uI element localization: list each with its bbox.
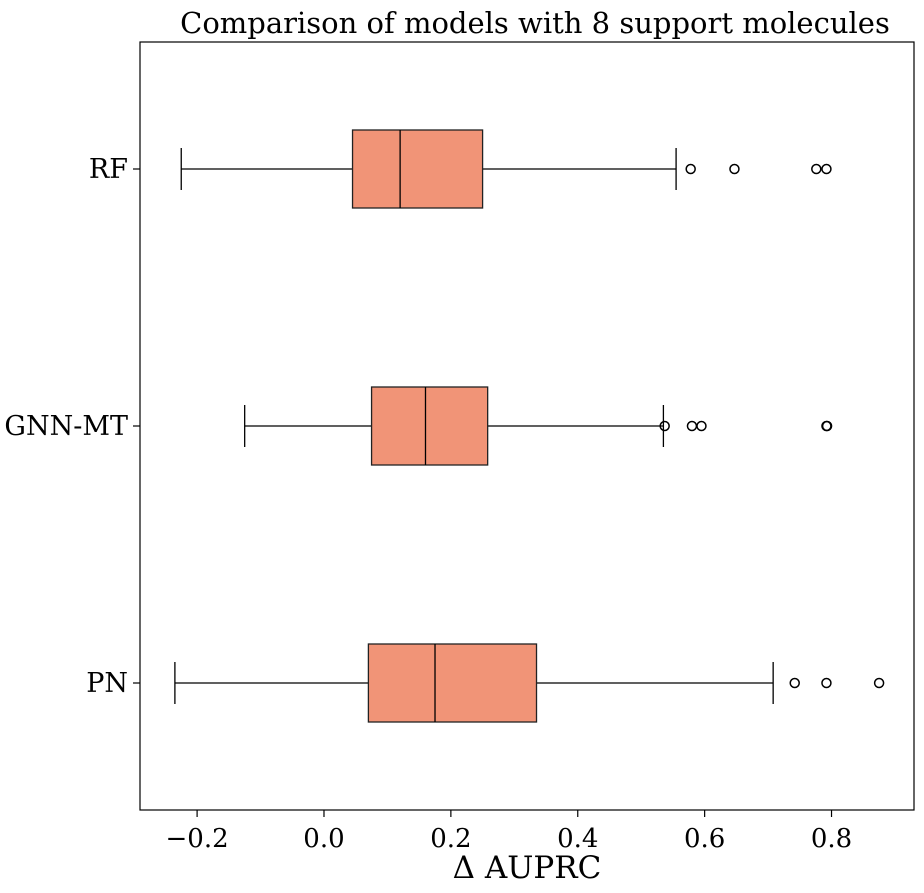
x-tick-label: 0.6 (684, 824, 725, 854)
y-axis: RF GNN-MT PN (4, 154, 140, 699)
x-tick-label: 0.4 (557, 824, 598, 854)
outlier-point (873, 677, 885, 689)
iqr-box (370, 386, 489, 466)
x-tick-label: −0.2 (166, 824, 229, 854)
box-group (180, 129, 832, 209)
box-group (174, 643, 885, 723)
chart-title: Comparison of models with 8 support mole… (180, 6, 890, 40)
category-label: GNN-MT (4, 411, 128, 442)
box-group (244, 386, 833, 466)
outlier-point (686, 420, 698, 432)
category-label: RF (89, 154, 128, 185)
outlier-point (821, 420, 833, 432)
x-tick-label: 0.0 (303, 824, 344, 854)
outlier-point (811, 163, 822, 175)
category-label: PN (86, 668, 128, 699)
iqr-box (367, 643, 538, 723)
x-axis: −0.2 0.0 0.2 0.4 0.6 0.8 (166, 810, 852, 854)
outlier-point (696, 420, 707, 432)
outlier-point (789, 677, 800, 689)
x-tick-label: 0.2 (430, 824, 471, 854)
outlier-point (729, 163, 740, 175)
boxes-layer (174, 129, 885, 723)
outlier-point (685, 163, 696, 175)
outlier-point (659, 420, 670, 432)
x-axis-label: Δ AUPRC (453, 850, 602, 886)
outlier-point (821, 677, 832, 689)
iqr-box (351, 129, 484, 209)
x-tick-label: 0.8 (811, 824, 852, 854)
outlier-point (821, 163, 832, 175)
